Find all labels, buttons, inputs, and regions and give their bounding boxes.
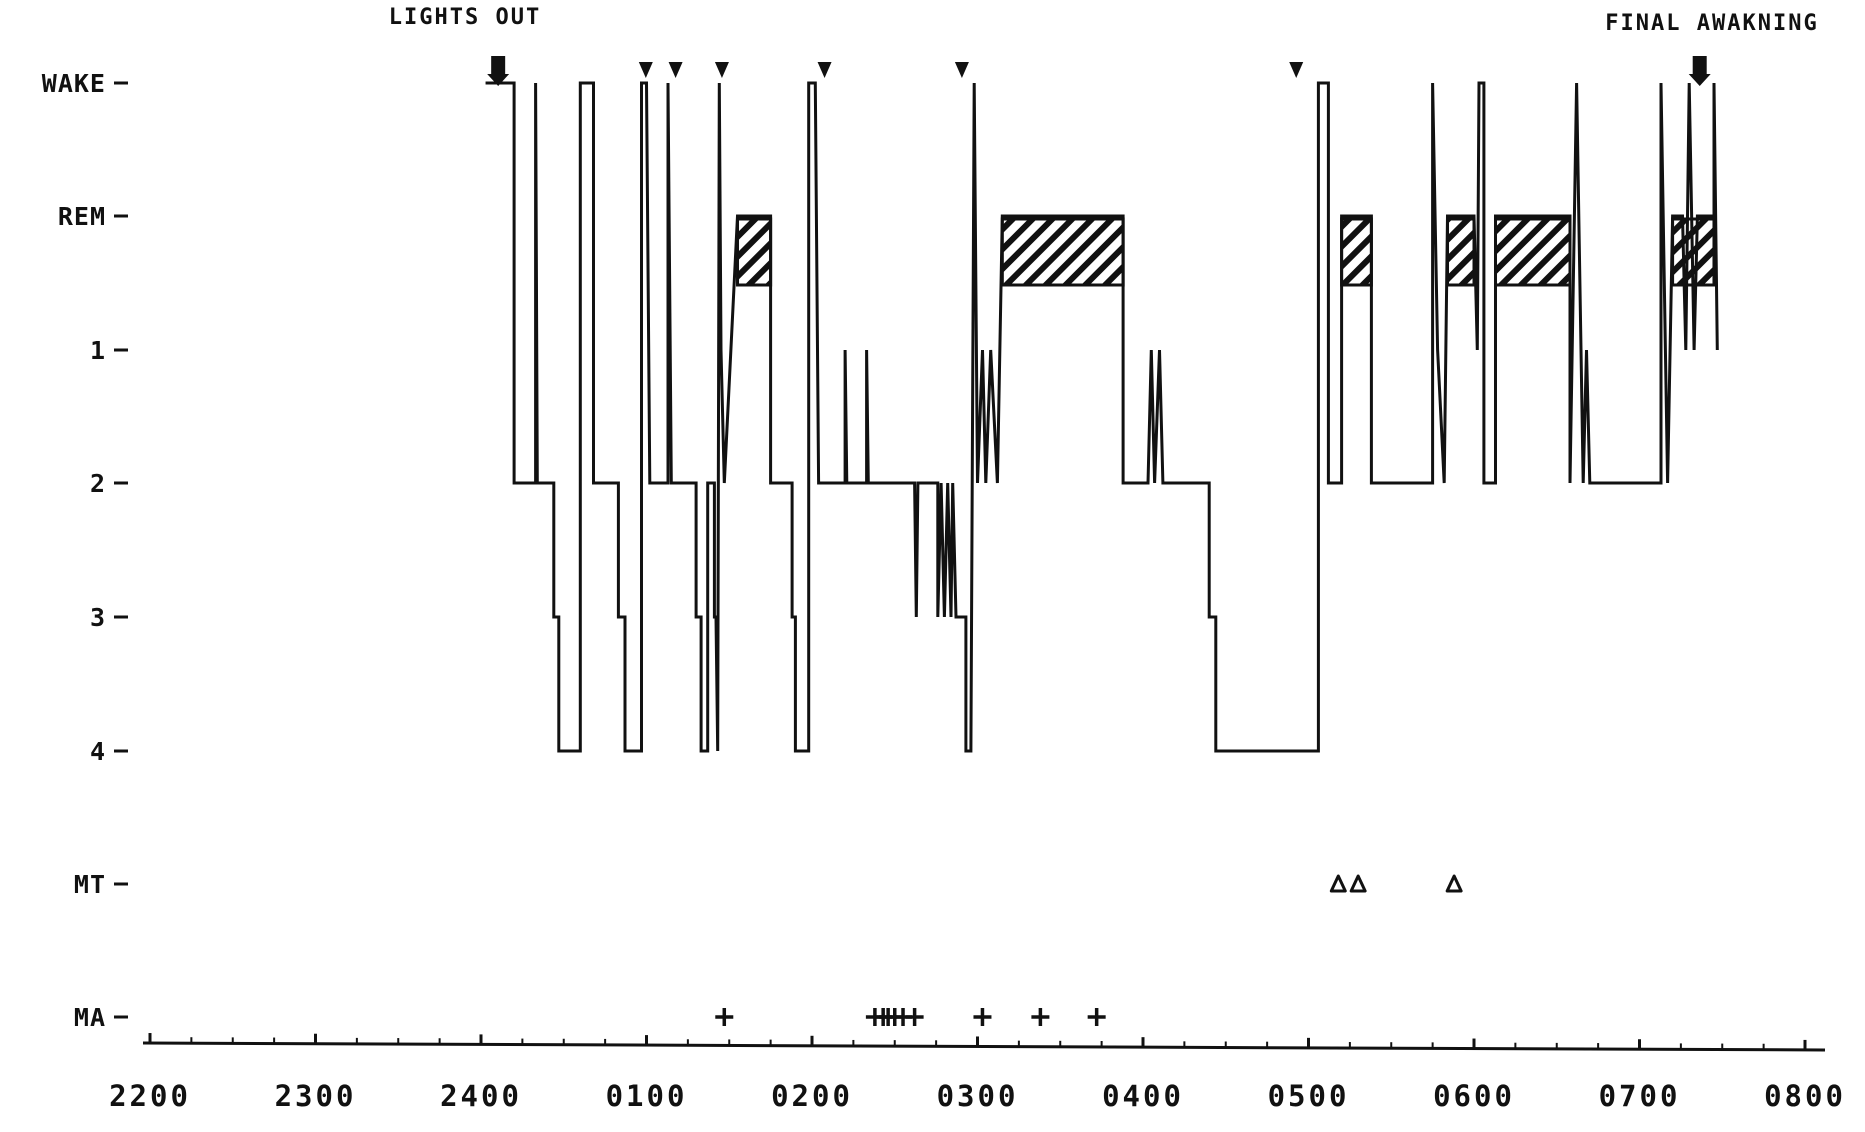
final-awakening-label: FINAL AWAKNING [1605, 11, 1818, 36]
awakening-markers [487, 56, 1711, 86]
event-markers [715, 874, 1463, 1026]
y-label-4: 4 [90, 737, 106, 766]
x-axis: 2200 2300 2400 0100 0200 0300 0400 0500 0600 0700… [109, 1033, 1846, 1113]
awakening-marker-2 [714, 62, 729, 78]
ma-event-9 [1087, 1008, 1106, 1026]
y-label-rem: REM [58, 202, 106, 231]
x-label-0300: 0300 [937, 1079, 1019, 1113]
x-label-0200: 0200 [771, 1079, 853, 1113]
awakening-marker-1 [668, 62, 683, 78]
x-axis-line [142, 1041, 1826, 1052]
x-label-0500: 0500 [1268, 1079, 1350, 1113]
awakening-marker-0 [638, 62, 653, 78]
rem-block-0 [736, 217, 773, 287]
x-label-2400: 2400 [440, 1079, 522, 1113]
ma-event-8 [1031, 1008, 1050, 1026]
awakening-marker-3 [817, 62, 832, 78]
lights-out-arrow [487, 56, 510, 86]
ma-event-6 [905, 1008, 924, 1026]
x-label-2300: 2300 [275, 1079, 357, 1113]
x-label-0400: 0400 [1102, 1079, 1184, 1113]
y-label-mt: MT [74, 870, 106, 899]
stage-trace [497, 81, 1719, 753]
rem-block-4 [1494, 217, 1572, 287]
y-label-1: 1 [90, 336, 106, 365]
x-label-0800: 0800 [1764, 1079, 1846, 1113]
mt-event-0 [1329, 874, 1347, 893]
y-label-2: 2 [90, 469, 106, 498]
ma-event-0 [715, 1008, 734, 1026]
awakening-marker-4 [954, 62, 969, 78]
mt-event-2 [1445, 874, 1463, 893]
y-label-ma: MA [74, 1003, 106, 1032]
x-label-0600: 0600 [1433, 1079, 1515, 1113]
awakening-marker-5 [1289, 62, 1304, 78]
lights-out-label: LIGHTS OUT [389, 5, 541, 30]
y-label-3: 3 [90, 603, 106, 632]
y-label-wake: WAKE [42, 69, 106, 98]
x-label-2200: 2200 [109, 1079, 191, 1113]
mt-event-1 [1349, 874, 1367, 893]
sleep-stage-line [485, 81, 1719, 753]
y-axis-labels: WAKE REM 1 2 3 4 MT MA [42, 69, 128, 1032]
rem-block-1 [1000, 217, 1125, 287]
x-label-0700: 0700 [1599, 1079, 1681, 1113]
rem-block-3 [1446, 217, 1476, 287]
ma-event-7 [973, 1008, 992, 1026]
rem-block-2 [1340, 217, 1373, 287]
x-label-0100: 0100 [606, 1079, 688, 1113]
rem-periods [736, 217, 1716, 287]
final-awakening-arrow [1688, 56, 1711, 86]
